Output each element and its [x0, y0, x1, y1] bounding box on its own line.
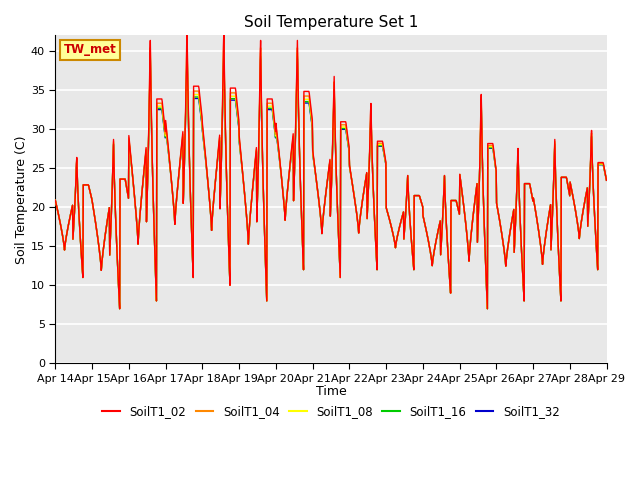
- SoilT1_08: [603, 178, 611, 183]
- Line: SoilT1_02: SoilT1_02: [55, 31, 607, 309]
- SoilT1_04: [51, 197, 59, 203]
- X-axis label: Time: Time: [316, 385, 346, 398]
- SoilT1_02: [490, 143, 497, 148]
- Line: SoilT1_08: SoilT1_08: [55, 45, 607, 309]
- SoilT1_08: [538, 252, 546, 258]
- SoilT1_02: [116, 306, 124, 312]
- SoilT1_02: [538, 252, 546, 258]
- Line: SoilT1_04: SoilT1_04: [55, 39, 607, 309]
- SoilT1_32: [538, 252, 546, 258]
- SoilT1_16: [116, 306, 124, 312]
- SoilT1_32: [51, 197, 59, 203]
- SoilT1_08: [237, 147, 244, 153]
- SoilT1_02: [603, 178, 611, 183]
- SoilT1_32: [175, 178, 182, 183]
- SoilT1_32: [237, 149, 244, 155]
- SoilT1_08: [175, 178, 182, 183]
- Legend: SoilT1_02, SoilT1_04, SoilT1_08, SoilT1_16, SoilT1_32: SoilT1_02, SoilT1_04, SoilT1_08, SoilT1_…: [97, 401, 564, 423]
- SoilT1_16: [417, 199, 425, 204]
- SoilT1_16: [538, 252, 546, 258]
- SoilT1_04: [490, 144, 497, 150]
- SoilT1_02: [161, 125, 169, 131]
- SoilT1_08: [183, 42, 191, 48]
- Line: SoilT1_32: SoilT1_32: [55, 51, 607, 309]
- SoilT1_08: [417, 199, 425, 204]
- SoilT1_04: [603, 178, 611, 183]
- SoilT1_32: [116, 306, 124, 312]
- SoilT1_02: [51, 197, 59, 203]
- SoilT1_32: [183, 48, 191, 54]
- SoilT1_04: [237, 146, 244, 152]
- SoilT1_04: [183, 36, 191, 42]
- SoilT1_02: [183, 28, 191, 34]
- SoilT1_16: [603, 178, 611, 183]
- SoilT1_04: [161, 128, 169, 133]
- SoilT1_16: [51, 197, 59, 203]
- SoilT1_08: [161, 130, 169, 135]
- SoilT1_02: [175, 178, 182, 183]
- SoilT1_02: [237, 144, 244, 150]
- SoilT1_16: [490, 146, 497, 152]
- SoilT1_08: [116, 306, 124, 312]
- SoilT1_16: [183, 46, 191, 51]
- SoilT1_32: [603, 178, 611, 183]
- Text: TW_met: TW_met: [63, 43, 116, 56]
- SoilT1_08: [490, 145, 497, 151]
- SoilT1_16: [175, 178, 182, 183]
- SoilT1_04: [538, 252, 546, 258]
- SoilT1_16: [161, 131, 169, 137]
- SoilT1_02: [417, 199, 425, 204]
- Title: Soil Temperature Set 1: Soil Temperature Set 1: [244, 15, 418, 30]
- SoilT1_32: [161, 132, 169, 137]
- SoilT1_16: [237, 148, 244, 154]
- SoilT1_32: [490, 147, 497, 153]
- SoilT1_08: [51, 197, 59, 203]
- Line: SoilT1_16: SoilT1_16: [55, 48, 607, 309]
- Y-axis label: Soil Temperature (C): Soil Temperature (C): [15, 135, 28, 264]
- SoilT1_04: [417, 199, 425, 204]
- SoilT1_04: [116, 306, 124, 312]
- SoilT1_04: [175, 178, 182, 183]
- SoilT1_32: [417, 199, 425, 204]
